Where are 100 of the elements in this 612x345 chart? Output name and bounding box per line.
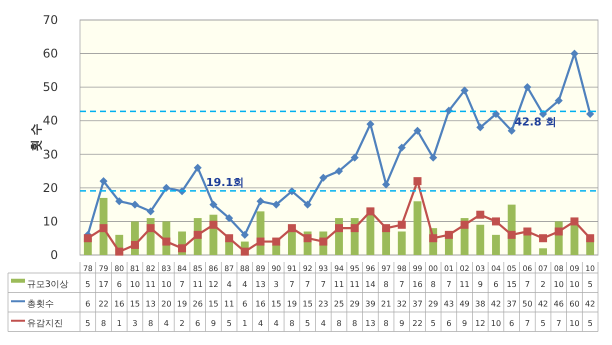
point xyxy=(84,234,92,242)
data-label: 6 xyxy=(85,299,90,308)
data-label: 15 xyxy=(506,280,517,289)
data-label: 9 xyxy=(399,318,404,328)
data-label: 3 xyxy=(132,318,138,328)
data-label: 7 xyxy=(524,280,530,289)
data-label: 7 xyxy=(556,318,562,328)
point xyxy=(209,200,218,209)
data-label: 6 xyxy=(116,280,122,289)
data-label: 9 xyxy=(478,280,483,289)
ref-line-label: 19.1회 xyxy=(206,176,244,189)
data-label: 2 xyxy=(540,280,546,289)
point xyxy=(413,177,422,186)
data-label: 23 xyxy=(318,299,328,308)
data-label: 15 xyxy=(130,299,140,308)
y-tick-label: 0 xyxy=(50,248,58,262)
data-label: 8 xyxy=(148,318,154,328)
data-label: 60 xyxy=(569,299,580,308)
point xyxy=(272,200,280,209)
data-label: 7 xyxy=(289,280,294,289)
data-label: 13 xyxy=(146,299,156,308)
data-label: 7 xyxy=(320,280,326,289)
bar xyxy=(225,242,234,255)
point xyxy=(429,154,438,162)
bar xyxy=(539,248,547,255)
data-label: 10 xyxy=(161,280,172,289)
data-label: 4 xyxy=(242,280,248,289)
data-label: 5 xyxy=(430,318,436,328)
data-label: 10 xyxy=(569,318,580,328)
data-label: 3 xyxy=(274,280,279,289)
data-label: 5 xyxy=(85,318,90,328)
point xyxy=(350,154,359,162)
data-label: 10 xyxy=(569,280,580,289)
y-tick-label: 50 xyxy=(42,80,58,94)
data-label: 1 xyxy=(242,318,248,328)
data-label: 7 xyxy=(524,318,530,328)
data-label: 8 xyxy=(289,318,294,328)
data-label: 9 xyxy=(462,318,468,328)
legend-label: 유감지진 xyxy=(27,318,63,329)
data-label: 11 xyxy=(192,280,203,289)
point xyxy=(115,197,124,206)
point xyxy=(256,197,265,206)
point xyxy=(100,224,108,232)
data-label: 7 xyxy=(446,280,452,289)
point xyxy=(444,230,453,239)
data-label: 11 xyxy=(224,299,234,308)
point xyxy=(335,224,343,232)
data-label: 26 xyxy=(192,299,203,308)
point xyxy=(523,83,532,92)
data-label: 11 xyxy=(459,280,470,289)
data-label: 7 xyxy=(305,280,310,289)
data-label: 4 xyxy=(226,280,232,289)
point xyxy=(146,224,155,232)
point xyxy=(256,238,265,246)
data-label: 1 xyxy=(116,318,122,328)
data-label: 5 xyxy=(540,318,546,328)
y-tick-label: 60 xyxy=(42,46,58,61)
data-label: 11 xyxy=(334,280,344,289)
point xyxy=(194,230,202,239)
point xyxy=(240,248,249,256)
legend-label: 총횟수 xyxy=(27,299,54,310)
legend-유감지진: 유감지진 xyxy=(11,318,63,329)
point xyxy=(319,174,328,182)
data-label: 38 xyxy=(475,299,486,308)
point xyxy=(319,238,328,246)
data-label: 29 xyxy=(350,299,360,308)
point xyxy=(209,220,218,229)
point xyxy=(162,238,170,246)
data-label: 6 xyxy=(493,280,499,289)
data-label: 15 xyxy=(208,299,219,308)
y-tick-label: 70 xyxy=(42,13,58,27)
data-label: 14 xyxy=(365,280,376,289)
bar xyxy=(476,224,484,255)
point xyxy=(460,86,469,94)
data-label: 4 xyxy=(164,318,169,328)
y-tick-label: 30 xyxy=(42,147,58,162)
data-label: 25 xyxy=(334,299,344,308)
data-label: 8 xyxy=(430,280,436,289)
bar xyxy=(414,201,422,255)
point xyxy=(398,220,406,229)
data-label: 12 xyxy=(208,280,219,289)
data-label: 21 xyxy=(380,299,392,308)
data-label: 6 xyxy=(242,299,248,308)
point xyxy=(523,228,532,236)
data-label: 6 xyxy=(509,318,514,328)
point xyxy=(554,228,563,236)
point xyxy=(304,200,312,209)
point xyxy=(398,144,406,152)
data-label: 37 xyxy=(412,299,423,308)
data-label: 22 xyxy=(412,318,423,328)
point xyxy=(225,234,234,242)
data-label: 39 xyxy=(365,299,376,308)
point xyxy=(130,200,139,209)
bar xyxy=(272,244,280,255)
point xyxy=(382,224,390,232)
data-label: 8 xyxy=(384,280,389,289)
legend-규모3이상: 규모3이상 xyxy=(11,278,69,290)
point xyxy=(366,120,374,128)
data-label: 4 xyxy=(258,318,264,328)
bar xyxy=(492,234,500,255)
